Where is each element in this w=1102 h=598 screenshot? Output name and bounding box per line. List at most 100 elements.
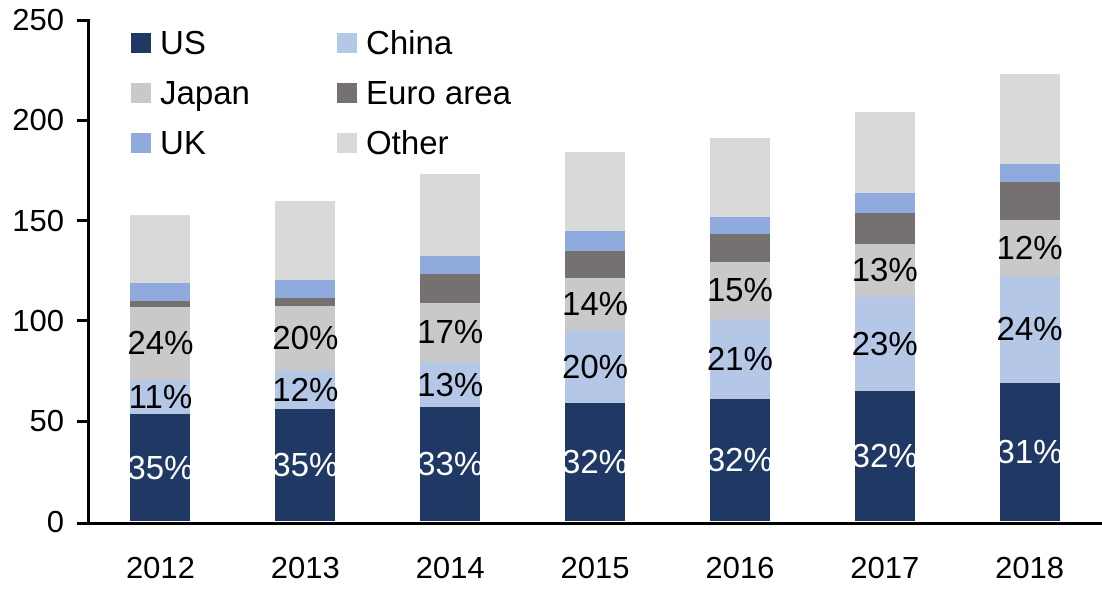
bar-segment-japan-2012: 24% xyxy=(127,306,194,381)
legend-swatch-japan xyxy=(131,83,151,103)
bar-label-us-2014: 33% xyxy=(417,445,484,483)
y-axis-line xyxy=(87,18,90,525)
y-axis-label: 200 xyxy=(12,102,64,138)
bar-segment-china-2012: 11% xyxy=(128,378,193,416)
bar-label-china-2016: 21% xyxy=(706,340,773,377)
bar-segment-other-2016 xyxy=(709,138,770,217)
x-axis-label-2016: 2016 xyxy=(705,550,775,585)
bar-label-japan-2013: 20% xyxy=(272,319,339,357)
bar-segment-china-2017: 23% xyxy=(851,296,918,392)
bar-label-japan-2014: 17% xyxy=(417,313,484,351)
x-axis-label-2012: 2012 xyxy=(125,550,195,585)
bar-segment-euro-area-2018 xyxy=(999,182,1060,220)
bar-segment-uk-2015 xyxy=(565,230,625,251)
bar-segment-other-2013 xyxy=(275,200,336,280)
bar-segment-other-2018 xyxy=(999,74,1060,165)
bar-segment-other-2014 xyxy=(420,174,481,256)
bar-label-us-2012: 35% xyxy=(127,448,194,486)
bar-segment-uk-2014 xyxy=(420,255,481,274)
bar-label-japan-2016: 15% xyxy=(706,271,773,309)
legend-swatch-euro-area xyxy=(337,83,357,103)
x-axis-label-2017: 2017 xyxy=(850,550,920,585)
legend-label-japan: Japan xyxy=(160,74,250,111)
bar-segment-japan-2018: 12% xyxy=(996,219,1063,276)
x-axis-label-2015: 2015 xyxy=(560,550,630,585)
bar-segment-us-2014: 33% xyxy=(417,407,484,522)
legend-swatch-china xyxy=(337,33,357,53)
bar-segment-other-2017 xyxy=(854,112,915,193)
legend-item-japan: Japan xyxy=(131,74,250,111)
legend-label-euro-area: Euro area xyxy=(366,74,511,111)
bar-label-china-2018: 24% xyxy=(996,310,1063,348)
bar-segment-us-2015: 32% xyxy=(561,403,629,522)
bar-segment-china-2018: 24% xyxy=(996,275,1063,384)
y-axis-label: 150 xyxy=(12,202,64,238)
x-axis-line xyxy=(77,521,1102,525)
legend-item-us: US xyxy=(131,24,206,61)
bar-label-china-2013: 12% xyxy=(272,371,339,409)
y-axis-label: 100 xyxy=(12,302,64,338)
bar-segment-euro-area-2015 xyxy=(565,250,625,278)
bar-label-us-2016: 32% xyxy=(706,441,773,479)
bar-segment-uk-2013 xyxy=(275,279,336,298)
bar-label-us-2018: 31% xyxy=(996,433,1063,471)
legend-item-china: China xyxy=(337,24,453,61)
bar-segment-us-2018: 31% xyxy=(996,383,1063,522)
bar-segment-us-2017: 32% xyxy=(851,391,918,522)
bar-label-china-2015: 20% xyxy=(561,347,629,385)
y-tick-mark xyxy=(77,219,88,223)
bar-label-us-2015: 32% xyxy=(561,443,629,481)
bar-segment-uk-2012 xyxy=(130,282,191,301)
bar-label-japan-2017: 13% xyxy=(851,251,918,289)
bar-segment-japan-2014: 17% xyxy=(417,302,484,363)
bar-segment-japan-2017: 13% xyxy=(851,243,918,297)
bar-label-japan-2012: 24% xyxy=(127,324,194,362)
legend-label-other: Other xyxy=(366,124,449,161)
bar-label-china-2017: 23% xyxy=(851,324,918,362)
bar-label-china-2014: 13% xyxy=(417,365,484,403)
y-tick-mark xyxy=(77,18,88,22)
bar-segment-euro-area-2017 xyxy=(854,212,915,244)
bar-label-china-2012: 11% xyxy=(128,378,193,416)
bar-segment-euro-area-2016 xyxy=(709,233,770,262)
bar-label-us-2017: 32% xyxy=(851,437,918,475)
y-tick-mark xyxy=(77,118,88,122)
y-tick-mark xyxy=(77,319,88,323)
bar-segment-euro-area-2014 xyxy=(420,273,481,303)
bar-segment-other-2012 xyxy=(130,214,191,283)
x-axis-label-2014: 2014 xyxy=(415,550,485,585)
legend-label-uk: UK xyxy=(160,124,206,161)
bar-segment-japan-2015: 14% xyxy=(561,277,629,330)
bar-segment-japan-2013: 20% xyxy=(272,305,339,372)
bar-segment-us-2013: 35% xyxy=(272,409,339,522)
y-axis-label: 50 xyxy=(29,403,64,439)
legend-swatch-uk xyxy=(131,133,151,153)
bar-segment-china-2014: 13% xyxy=(417,362,484,408)
bar-label-japan-2018: 12% xyxy=(996,228,1063,266)
bar-segment-euro-area-2012 xyxy=(130,300,191,307)
legend-label-us: US xyxy=(160,24,206,61)
bar-segment-japan-2016: 15% xyxy=(706,261,773,319)
bar-segment-uk-2018 xyxy=(999,164,1060,183)
bar-label-us-2013: 35% xyxy=(272,446,339,484)
legend-item-other: Other xyxy=(337,124,449,161)
bar-segment-china-2016: 21% xyxy=(706,318,773,400)
x-axis-label-2013: 2013 xyxy=(270,550,340,585)
y-tick-mark xyxy=(77,419,88,423)
y-axis-label: 250 xyxy=(12,2,64,37)
legend-swatch-us xyxy=(131,33,151,53)
bar-segment-uk-2017 xyxy=(854,192,915,213)
legend-label-china: China xyxy=(366,24,453,61)
y-axis-label: 0 xyxy=(46,503,64,539)
bar-segment-uk-2016 xyxy=(709,216,770,234)
bar-label-japan-2015: 14% xyxy=(561,284,629,322)
bar-segment-euro-area-2013 xyxy=(275,297,336,306)
legend-swatch-other xyxy=(337,133,357,153)
legend-item-uk: UK xyxy=(131,124,206,161)
bar-segment-us-2012: 35% xyxy=(127,414,194,522)
legend-item-euro-area: Euro area xyxy=(337,74,511,111)
x-axis-label-2018: 2018 xyxy=(995,550,1065,585)
bar-segment-us-2016: 32% xyxy=(706,399,773,522)
bar-segment-other-2015 xyxy=(565,152,625,231)
